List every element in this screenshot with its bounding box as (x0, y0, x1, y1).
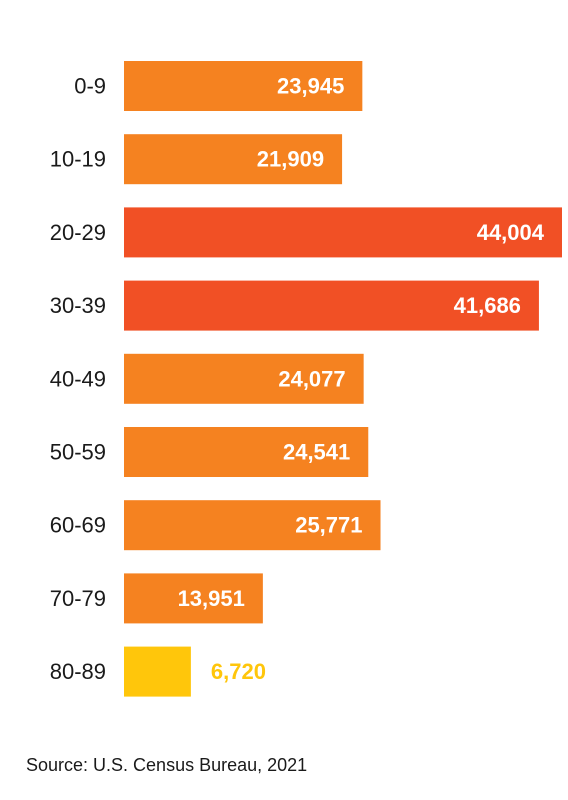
bar-group-10-19: 10-19 21,909 (50, 134, 343, 185)
value-label: 23,945 (277, 74, 344, 99)
bar (124, 646, 191, 697)
bar (124, 573, 263, 624)
bar (124, 353, 364, 404)
value-label: 24,077 (278, 366, 345, 391)
bar (124, 427, 369, 477)
bar (124, 280, 539, 331)
category-label: 0-9 (74, 74, 106, 99)
value-label: 24,541 (283, 440, 350, 465)
bar-group-60-69: 60-69 25,771 (50, 500, 381, 551)
bar (124, 500, 381, 551)
bar-group-80-89: 80-89 6,720 (50, 646, 266, 697)
value-label: 41,686 (454, 293, 521, 318)
category-label: 70-79 (50, 586, 106, 611)
category-label: 60-69 (50, 513, 106, 538)
source-note: Source: U.S. Census Bureau, 2021 (26, 755, 308, 775)
category-label: 10-19 (50, 147, 106, 172)
category-label: 80-89 (50, 659, 106, 684)
bar-group-50-59: 50-59 24,541 (50, 427, 369, 477)
bar-group-30-39: 30-39 41,686 (50, 280, 539, 331)
bar-chart: 0-9 23,945 10-19 21,909 20-29 44,004 30-39 41,6… (50, 61, 562, 697)
category-label: 50-59 (50, 440, 106, 465)
category-label: 40-49 (50, 366, 106, 391)
bar (124, 134, 343, 185)
bar-group-40-49: 40-49 24,077 (50, 353, 364, 404)
value-label: 25,771 (295, 513, 362, 538)
category-label: 20-29 (50, 220, 106, 245)
category-label: 30-39 (50, 293, 106, 318)
value-label: 44,004 (477, 220, 545, 245)
value-label: 13,951 (178, 586, 245, 611)
value-label: 6,720 (211, 659, 266, 684)
bar (124, 61, 363, 111)
bar-group-20-29: 20-29 44,004 (50, 207, 562, 258)
bar (124, 207, 562, 258)
bar-group-0-9: 0-9 23,945 (74, 61, 363, 111)
value-label: 21,909 (257, 147, 324, 172)
bar-group-70-79: 70-79 13,951 (50, 573, 263, 624)
